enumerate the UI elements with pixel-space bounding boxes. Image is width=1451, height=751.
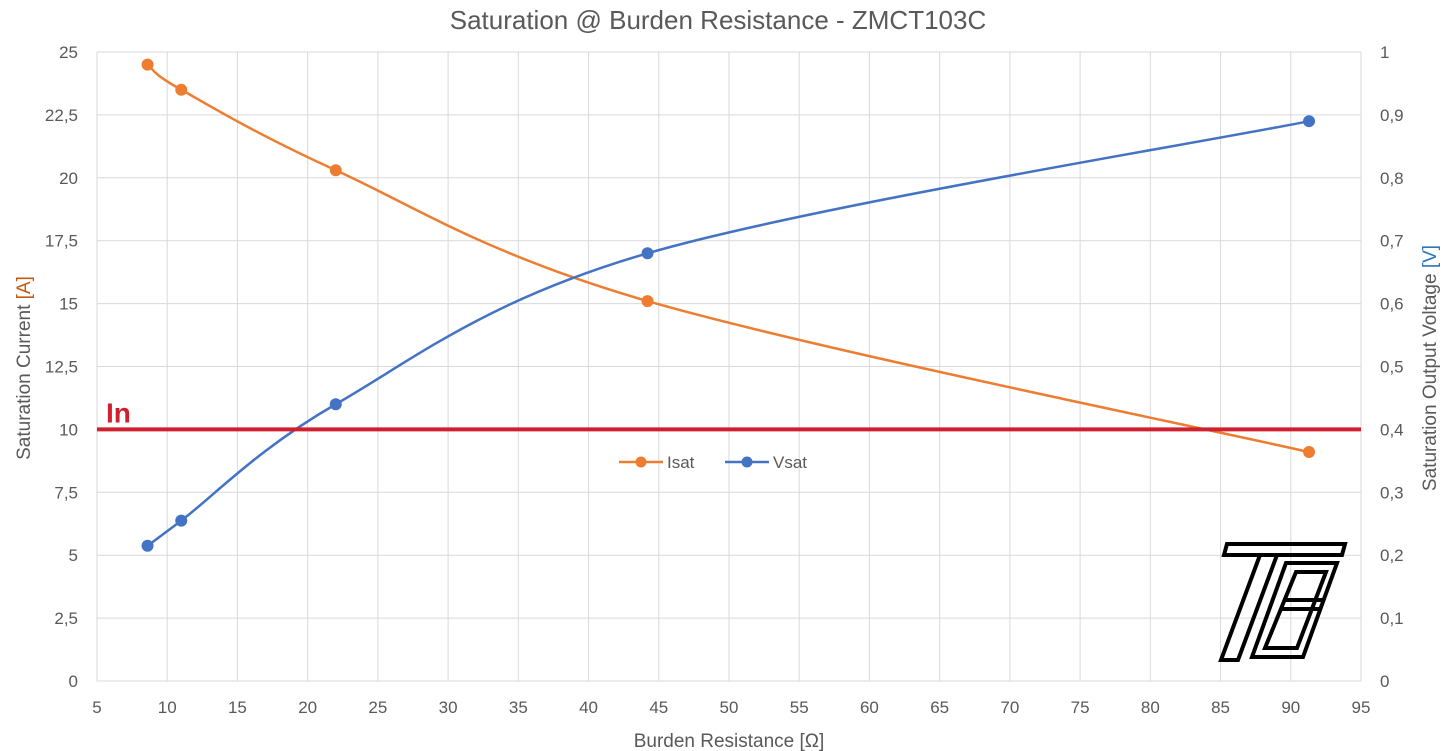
data-point-vsat (175, 514, 188, 527)
data-point-vsat (141, 539, 154, 552)
data-point-vsat (1303, 115, 1316, 128)
te-logo (1218, 542, 1348, 662)
y-axis-ticks: 0 2,5 5 7,5 10 12,5 15 17,5 20 22,5 25 (45, 43, 78, 691)
y-tick-label: 0 (69, 672, 78, 691)
x-tick-label: 20 (298, 698, 317, 717)
x-axis-title: Burden Resistance [Ω] (634, 731, 825, 751)
x-tick-label: 90 (1281, 698, 1300, 717)
y-tick-label: 5 (69, 546, 78, 565)
data-point-vsat (641, 247, 654, 260)
y-tick-label: 17,5 (45, 232, 78, 251)
x-tick-label: 85 (1211, 698, 1230, 717)
y2-tick-label: 0 (1380, 672, 1389, 691)
series-line-isat (146, 63, 1310, 454)
data-point-isat (329, 164, 342, 177)
legend-label: Vsat (773, 453, 807, 472)
x-tick-label: 40 (579, 698, 598, 717)
y2-tick-label: 0,1 (1380, 609, 1404, 628)
y2-tick-label: 0,3 (1380, 483, 1404, 502)
y-tick-label: 15 (59, 295, 78, 314)
x-tick-label: 60 (860, 698, 879, 717)
y-axis-title-unit: [A] (14, 276, 35, 299)
y-tick-label: 7,5 (54, 483, 78, 502)
x-tick-label: 5 (92, 698, 101, 717)
x-tick-label: 50 (720, 698, 739, 717)
x-tick-label: 30 (439, 698, 458, 717)
data-point-isat (641, 295, 654, 308)
y2-tick-label: 0,5 (1380, 358, 1404, 377)
y-tick-label: 12,5 (45, 358, 78, 377)
y-tick-label: 25 (59, 43, 78, 62)
y2-axis-title-text: Saturation Output Voltage (1420, 268, 1441, 491)
y2-axis-title-unit: [V] (1420, 245, 1441, 268)
y2-axis-title: Saturation Output Voltage [V] (1420, 245, 1441, 491)
x-tick-label: 65 (930, 698, 949, 717)
legend-item-isat: Isat (619, 453, 695, 472)
series-isat (141, 58, 1316, 459)
legend-item-vsat: Vsat (725, 453, 807, 472)
x-tick-label: 25 (368, 698, 387, 717)
y-tick-label: 2,5 (54, 609, 78, 628)
y2-tick-label: 0,4 (1380, 420, 1404, 439)
x-tick-label: 55 (790, 698, 809, 717)
reference-line-label: In (106, 397, 131, 428)
x-axis-ticks: 5 10 15 20 25 30 35 40 45 50 55 60 65 70 75 80 85 90 95 (92, 698, 1370, 717)
reference-line-group: In (97, 397, 1361, 432)
legend-label: Isat (667, 453, 695, 472)
grid (96, 51, 1362, 682)
y2-tick-label: 1 (1380, 43, 1389, 62)
legend: Isat Vsat (619, 453, 807, 472)
x-tick-label: 45 (649, 698, 668, 717)
y2-tick-label: 0,2 (1380, 546, 1404, 565)
data-point-isat (175, 83, 188, 96)
series (141, 58, 1316, 552)
data-point-isat (141, 58, 154, 71)
y2-tick-label: 0,7 (1380, 232, 1404, 251)
y-axis-title: Saturation Current [A] (14, 276, 35, 460)
x-tick-label: 15 (228, 698, 247, 717)
x-tick-label: 70 (1000, 698, 1019, 717)
y2-axis-ticks: 0 0,1 0,2 0,3 0,4 0,5 0,6 0,7 0,8 0,9 1 (1380, 43, 1404, 691)
y2-tick-label: 0,6 (1380, 295, 1404, 314)
legend-swatch-marker (635, 456, 647, 468)
chart-title: Saturation @ Burden Resistance - ZMCT103… (450, 5, 987, 35)
y-tick-label: 20 (59, 169, 78, 188)
y-axis-title-text: Saturation Current (14, 299, 35, 460)
y-tick-label: 22,5 (45, 106, 78, 125)
series-line-vsat (146, 119, 1310, 547)
x-tick-label: 10 (158, 698, 177, 717)
x-tick-label: 95 (1352, 698, 1371, 717)
x-tick-label: 35 (509, 698, 528, 717)
y2-tick-label: 0,9 (1380, 106, 1404, 125)
y-tick-label: 10 (59, 420, 78, 439)
x-tick-label: 75 (1071, 698, 1090, 717)
y2-tick-label: 0,8 (1380, 169, 1404, 188)
data-point-isat (1303, 446, 1316, 459)
legend-swatch-marker (741, 456, 753, 468)
series-vsat (141, 115, 1316, 552)
data-point-vsat (329, 398, 342, 411)
x-tick-label: 80 (1141, 698, 1160, 717)
